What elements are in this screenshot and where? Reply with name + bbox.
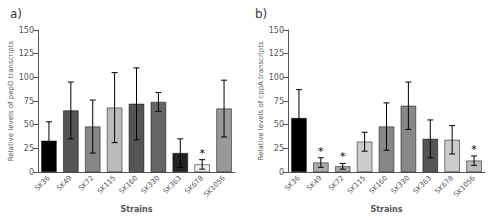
svg-text:b): b) xyxy=(255,7,267,21)
svg-text:100: 100 xyxy=(19,73,34,82)
svg-text:*: * xyxy=(471,143,477,156)
svg-text:SK160: SK160 xyxy=(368,174,389,195)
svg-text:a): a) xyxy=(10,7,22,21)
svg-text:25: 25 xyxy=(274,144,284,153)
svg-text:*: * xyxy=(318,145,324,158)
svg-text:0: 0 xyxy=(279,168,284,177)
svg-text:SK678: SK678 xyxy=(183,174,205,196)
svg-text:SK49: SK49 xyxy=(55,174,73,192)
svg-text:150: 150 xyxy=(19,26,34,35)
svg-text:SK115: SK115 xyxy=(346,174,367,195)
svg-text:50: 50 xyxy=(24,120,34,129)
svg-text:SK363: SK363 xyxy=(412,174,433,195)
svg-text:75: 75 xyxy=(274,97,284,106)
svg-text:SK36: SK36 xyxy=(283,174,301,192)
svg-text:SK36: SK36 xyxy=(33,174,51,192)
svg-text:Strains: Strains xyxy=(370,205,402,214)
svg-text:SK72: SK72 xyxy=(327,174,345,192)
svg-text:SK1056: SK1056 xyxy=(452,174,477,199)
svg-text:*: * xyxy=(199,147,205,160)
svg-text:SK160: SK160 xyxy=(118,174,139,195)
svg-text:SK363: SK363 xyxy=(162,174,183,195)
svg-text:SK1056: SK1056 xyxy=(202,174,227,199)
svg-text:SK49: SK49 xyxy=(305,174,323,192)
svg-text:*: * xyxy=(340,150,346,163)
svg-text:150: 150 xyxy=(269,26,284,35)
svg-text:SK72: SK72 xyxy=(77,174,95,192)
svg-text:Strains: Strains xyxy=(120,205,152,214)
svg-text:Relative levels of pepO transc: Relative levels of pepO transcripts xyxy=(7,40,15,161)
svg-text:SK678: SK678 xyxy=(433,174,455,196)
svg-text:125: 125 xyxy=(19,49,34,58)
svg-text:0: 0 xyxy=(29,168,34,177)
svg-text:75: 75 xyxy=(24,97,34,106)
svg-text:25: 25 xyxy=(24,144,34,153)
svg-text:SK330: SK330 xyxy=(390,174,411,195)
svg-text:50: 50 xyxy=(274,120,284,129)
svg-text:125: 125 xyxy=(269,49,284,58)
svg-text:SK115: SK115 xyxy=(96,174,117,195)
svg-text:100: 100 xyxy=(269,73,284,82)
svg-text:SK330: SK330 xyxy=(140,174,161,195)
svg-text:Relative levels of cppA transc: Relative levels of cppA transcripts xyxy=(257,41,265,161)
